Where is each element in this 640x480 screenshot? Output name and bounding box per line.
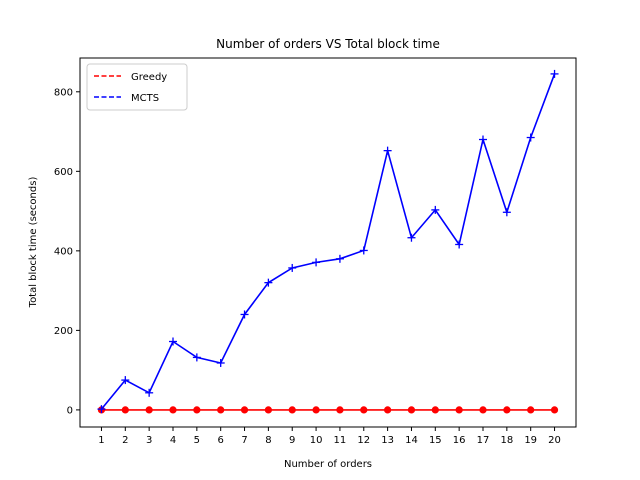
x-tick-label: 15 [429, 435, 442, 446]
data-point [455, 406, 463, 414]
data-point [97, 405, 106, 414]
x-tick-label: 9 [289, 435, 295, 446]
data-point [479, 406, 487, 414]
x-tick-label: 6 [218, 435, 224, 446]
x-tick-label: 13 [381, 435, 394, 446]
x-tick-label: 4 [170, 435, 176, 446]
data-point [288, 406, 296, 414]
legend-item-mcts: MCTS [94, 93, 159, 104]
legend-label: MCTS [131, 93, 159, 104]
data-point [336, 406, 344, 414]
legend: Greedy MCTS [86, 63, 188, 111]
x-tick-label: 5 [194, 435, 200, 446]
data-point [335, 254, 344, 263]
data-point [479, 135, 487, 144]
x-tick-label: 14 [405, 435, 418, 446]
data-point [431, 406, 439, 414]
data-point [359, 246, 368, 255]
series-greedy [97, 406, 559, 414]
data-point [240, 406, 249, 414]
data-point [217, 406, 225, 414]
x-tick-label: 11 [334, 435, 347, 446]
y-tick-label: 400 [54, 246, 73, 257]
x-tick-label: 17 [477, 435, 490, 446]
data-point [121, 376, 130, 385]
data-point [169, 337, 177, 346]
chart-title: Number of orders VS Total block time [216, 37, 440, 51]
data-point [503, 406, 511, 414]
data-point [169, 406, 177, 414]
x-axis-label: Number of orders [284, 459, 372, 470]
data-point [502, 208, 511, 217]
data-point [455, 240, 464, 249]
x-tick-label: 1 [98, 435, 104, 446]
x-tick-label: 3 [146, 435, 152, 446]
data-point [121, 406, 129, 414]
data-point [383, 146, 392, 155]
data-point [145, 406, 153, 414]
data-point [527, 406, 535, 414]
plot-frame [79, 57, 577, 428]
data-point [384, 406, 392, 414]
y-tick-label: 800 [54, 87, 73, 98]
data-point [312, 406, 320, 414]
data-point [312, 258, 321, 267]
plot-area [97, 69, 559, 414]
series-mcts [97, 69, 559, 414]
data-point [192, 353, 201, 362]
data-point [240, 310, 249, 319]
data-point [216, 358, 225, 367]
data-point [193, 406, 201, 414]
x-tick-label: 16 [453, 435, 466, 446]
series-line-mcts [100, 73, 556, 410]
data-point [407, 406, 416, 414]
data-point [431, 205, 440, 214]
axes: 1 2 3 4 5 6 7 8 9 10 11 12 13 14 15 16 17 18 19 20020040060… [54, 87, 561, 446]
y-tick-label: 600 [54, 167, 73, 178]
x-tick-label: 19 [524, 435, 537, 446]
y-axis-label: Total block time (seconds) [28, 177, 39, 309]
x-tick-label: 8 [265, 435, 271, 446]
data-point [526, 133, 535, 142]
data-point [550, 69, 559, 78]
data-point [264, 406, 272, 414]
y-tick-label: 0 [67, 405, 73, 416]
data-point [288, 263, 297, 272]
legend-label: Greedy [131, 72, 167, 83]
x-tick-label: 18 [500, 435, 513, 446]
x-tick-label: 10 [310, 435, 323, 446]
x-tick-label: 7 [241, 435, 247, 446]
data-point [145, 388, 154, 397]
data-point [360, 406, 368, 414]
x-tick-label: 12 [357, 435, 370, 446]
data-point [407, 233, 416, 242]
legend-item-greedy: Greedy [94, 72, 167, 83]
x-tick-label: 2 [122, 435, 128, 446]
data-point [550, 406, 559, 414]
x-tick-label: 20 [548, 435, 561, 446]
data-point [264, 278, 273, 287]
y-tick-label: 200 [54, 326, 73, 337]
